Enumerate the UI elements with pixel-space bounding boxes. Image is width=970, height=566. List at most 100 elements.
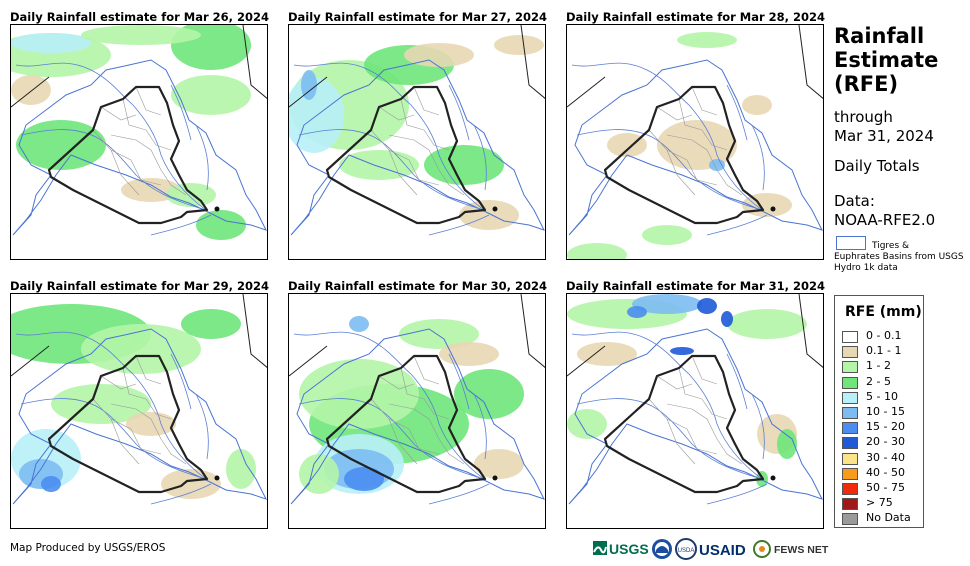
- iraq-border: [47, 354, 209, 494]
- basin-key: Tigres & Euphrates Basins from USGS Hydr…: [834, 236, 964, 276]
- rainfall-map: [288, 293, 546, 529]
- province-boundary: [378, 375, 415, 390]
- rfe-legend-swatch: [842, 331, 858, 343]
- country-boundary: [567, 25, 823, 108]
- rainfall-patch: [81, 25, 201, 45]
- basin-source-label: Euphrates Basins from USGS Hydro 1k data: [834, 252, 964, 273]
- rfe-legend-label: 10 - 15: [866, 405, 905, 418]
- province-boundary: [413, 355, 440, 385]
- rfe-legend-label: 20 - 30: [866, 435, 905, 449]
- province-boundary: [648, 398, 688, 430]
- country-boundary: [11, 25, 267, 108]
- province-boundary: [122, 98, 147, 131]
- river-line: [15, 331, 207, 480]
- river-line: [150, 214, 212, 236]
- rainfall-patch: [721, 311, 733, 327]
- province-boundary: [388, 418, 418, 465]
- svg-text:USDA: USDA: [678, 548, 695, 554]
- rainfall-patch: [424, 145, 504, 185]
- iraq-border: [325, 85, 487, 225]
- province-boundary: [400, 367, 425, 400]
- iraq-border: [47, 85, 209, 225]
- rainfall-patch: [607, 133, 647, 157]
- rainfall-patch: [339, 150, 419, 180]
- usaid-logo: USAID: [699, 542, 746, 559]
- panel-title: Daily Rainfall estimate for Mar 30, 2024: [288, 279, 548, 293]
- through-label: through: [834, 108, 893, 126]
- panel-title: Daily Rainfall estimate for Mar 27, 2024: [288, 10, 548, 24]
- through-date: Mar 31, 2024: [834, 127, 934, 145]
- basin-swatch: [836, 236, 866, 250]
- rainfall-field: [11, 25, 251, 240]
- rainfall-map: [10, 293, 268, 529]
- data-source: NOAA-RFE2.0: [834, 211, 936, 229]
- rfe-legend-label: 0.1 - 1: [866, 344, 902, 358]
- rainfall-patch: [777, 429, 797, 459]
- rainfall-patch: [349, 316, 369, 332]
- province-boundary: [122, 367, 147, 400]
- rainfall-patch: [226, 449, 256, 489]
- province-boundary: [135, 86, 162, 116]
- rfe-legend-label: No Data: [866, 511, 911, 525]
- river-line: [473, 124, 487, 191]
- river-line: [751, 393, 765, 460]
- rfe-legend-swatch: [842, 498, 858, 511]
- province-boundary: [716, 169, 743, 196]
- province-boundary: [656, 106, 693, 121]
- rainfall-patch: [301, 70, 317, 100]
- river-line: [706, 214, 768, 236]
- rainfall-patch: [642, 225, 692, 245]
- river-line: [150, 483, 212, 505]
- province-boundary: [408, 428, 440, 455]
- country-boundary: [289, 25, 545, 108]
- province-boundary: [145, 129, 172, 151]
- province-boundary: [130, 428, 162, 455]
- rfe-legend-swatch: [842, 346, 858, 359]
- basin-outline: [568, 59, 823, 236]
- iraq-border: [603, 354, 765, 494]
- svg-text:USAID: USAID: [699, 542, 746, 559]
- rainfall-map: [566, 293, 824, 529]
- footer-credit: Map Produced by USGS/EROS: [10, 542, 166, 554]
- basin-outline: [12, 328, 267, 505]
- map-panel-mar-27: Daily Rainfall estimate for Mar 27, 2024: [288, 10, 548, 262]
- rainfall-patch: [727, 309, 807, 339]
- province-boundary: [145, 398, 172, 420]
- rfe-legend-label: 30 - 40: [866, 450, 905, 464]
- province-boundary: [666, 403, 718, 440]
- rfe-legend-label: 2 - 5: [866, 374, 891, 388]
- rfe-legend-swatch: [842, 391, 858, 404]
- rainfall-patch: [454, 369, 524, 419]
- rainfall-field: [567, 294, 807, 487]
- river-line: [751, 124, 765, 191]
- river-line: [473, 393, 487, 460]
- svg-text:USGS: USGS: [609, 541, 649, 557]
- rfe-legend-label: 0 - 0.1: [866, 329, 902, 342]
- province-boundary: [686, 428, 718, 455]
- river-line: [298, 398, 485, 480]
- rainfall-patch: [181, 309, 241, 339]
- river-line: [448, 353, 470, 410]
- river-line: [293, 331, 485, 480]
- rfe-legend-swatch: [842, 452, 858, 465]
- rainfall-patch: [742, 95, 772, 115]
- river-line: [428, 483, 490, 505]
- gulf-coast-marker: [770, 206, 776, 212]
- province-boundary: [656, 375, 693, 390]
- river-line: [428, 214, 490, 236]
- rainfall-map: [288, 24, 546, 260]
- province-boundary: [423, 129, 450, 151]
- map-canvas: [11, 25, 267, 240]
- rainfall-patch: [677, 32, 737, 48]
- river-line: [195, 124, 209, 191]
- province-boundary: [716, 438, 743, 465]
- rainfall-patch: [399, 319, 479, 349]
- legend-heading: Rainfall Estimate (RFE): [834, 24, 939, 96]
- logo-strip: USGS USDA USAID FEWS NET: [593, 538, 833, 562]
- gulf-coast-marker: [492, 206, 498, 212]
- river-line: [298, 129, 485, 211]
- rfe-legend-swatch: [842, 437, 858, 450]
- province-boundary: [110, 418, 140, 465]
- basin-outline: [12, 59, 267, 236]
- panel-title: Daily Rainfall estimate for Mar 31, 2024: [566, 279, 826, 293]
